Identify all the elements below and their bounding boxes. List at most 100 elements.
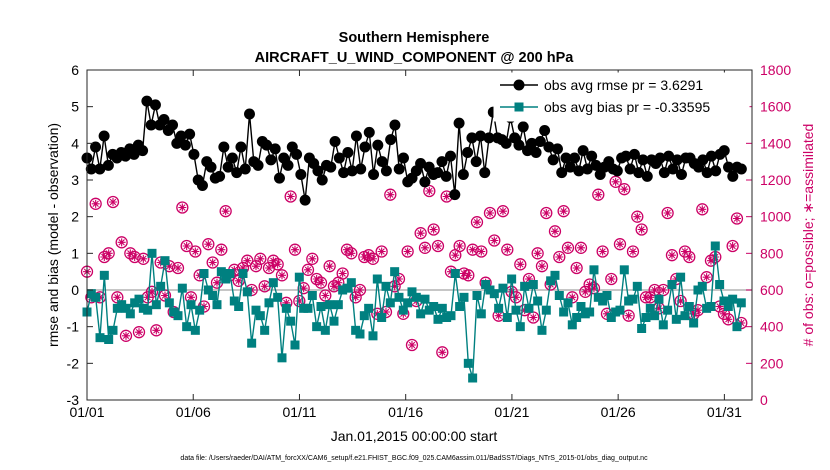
bias-point: [108, 325, 118, 335]
obs-assimilated-point: [394, 275, 403, 283]
obs-assimilated-point: [104, 249, 113, 258]
rmse-point: [641, 170, 653, 182]
bias-point: [654, 294, 664, 304]
bias-point: [225, 269, 235, 278]
obs-possible-point: [254, 252, 267, 265]
bias-point: [273, 292, 283, 302]
bias-point: [177, 283, 187, 293]
x-tick-label: 01/31: [707, 404, 742, 420]
rmse-point: [735, 163, 747, 175]
rmse-point: [333, 152, 345, 164]
y-tick-label-left: -2: [67, 355, 80, 371]
obs-assimilated-point: [420, 243, 429, 252]
obs-possible-point: [418, 241, 432, 254]
rmse-point: [299, 194, 311, 206]
rmse-point: [363, 126, 375, 138]
bias-point: [307, 291, 317, 300]
obs-assimilated-point: [260, 282, 269, 291]
rmse-point: [368, 169, 380, 180]
rmse-point: [530, 147, 542, 158]
obs-assimilated-point: [728, 242, 737, 250]
obs-possible-point: [267, 254, 280, 267]
obs-assimilated-point: [321, 291, 330, 300]
obs-possible-point: [548, 225, 562, 238]
obs-possible-point: [262, 261, 276, 275]
obs-possible-point: [323, 260, 336, 273]
rmse-point: [697, 154, 709, 166]
bias-point: [502, 313, 512, 322]
obs-assimilated-point: [633, 212, 642, 221]
obs-assimilated-point: [594, 190, 603, 199]
rmse-point: [654, 152, 666, 164]
rmse-point: [457, 169, 469, 180]
obs-assimilated-point: [347, 249, 356, 258]
rmse-point: [235, 141, 247, 153]
bias-point: [359, 311, 369, 321]
obs-possible-point: [106, 195, 120, 209]
obs-possible-point: [475, 245, 488, 258]
obs-assimilated-point: [217, 245, 226, 254]
obs-assimilated-point: [152, 326, 161, 335]
obs-assimilated-point: [516, 260, 525, 269]
bias-point: [95, 333, 105, 343]
obs-possible-point: [306, 252, 319, 265]
obs-possible-point: [301, 263, 315, 276]
rmse-point: [445, 150, 457, 162]
rmse-point: [269, 143, 281, 155]
obs-assimilated-point: [706, 256, 715, 265]
obs-possible-point: [128, 250, 141, 264]
obs-assimilated-point: [607, 275, 616, 283]
bias-point: [450, 269, 460, 278]
obs-possible-point: [414, 227, 427, 240]
bias-point: [368, 331, 378, 341]
obs-possible-point: [561, 241, 575, 254]
bias-point: [632, 281, 642, 291]
obs-possible-point: [219, 205, 232, 218]
obs-assimilated-point: [589, 284, 598, 293]
y-tick-label-left: -1: [67, 319, 80, 335]
data-file-footer: data file: /Users/raeder/DAI/ATM_forcXX/…: [180, 455, 648, 462]
obs-possible-point: [271, 258, 284, 271]
bias-point: [329, 316, 339, 326]
bias-point: [216, 267, 226, 277]
obs-possible-point: [340, 243, 354, 256]
legend-label-rmse: obs avg rmse pr = 3.6291: [544, 77, 703, 93]
rmse-point: [671, 154, 683, 166]
bias-point: [455, 302, 465, 311]
obs-possible-point: [353, 283, 367, 297]
rmse-point: [513, 139, 525, 151]
obs-possible-point: [496, 205, 510, 218]
obs-possible-point: [176, 201, 189, 214]
rmse-point: [158, 114, 170, 125]
bias-point: [156, 281, 166, 291]
obs-possible-point: [171, 261, 185, 275]
y-tick-label-left: 1: [71, 245, 79, 261]
obs-assimilated-point: [455, 242, 464, 250]
obs-assimilated-point: [251, 262, 260, 271]
bias-point: [294, 272, 304, 282]
rmse-point: [265, 154, 277, 166]
bias-point: [385, 298, 395, 308]
obs-possible-point: [501, 243, 514, 256]
obs-possible-point: [583, 278, 596, 291]
rmse-point: [432, 167, 444, 179]
bias-point: [511, 305, 521, 315]
bias-point: [390, 267, 400, 277]
bias-point: [641, 313, 651, 322]
obs-assimilated-point: [286, 192, 295, 201]
bias-point: [615, 305, 625, 315]
series-layer: [80, 95, 748, 383]
obs-assimilated-point: [329, 282, 338, 291]
obs-assimilated-point: [572, 264, 581, 272]
rmse-point: [372, 139, 384, 151]
rmse-point: [98, 130, 110, 142]
bias-point: [563, 298, 573, 308]
rmse-point: [94, 163, 106, 175]
bias-point: [260, 325, 270, 335]
bias-point: [190, 325, 200, 335]
obs-assimilated-point: [416, 229, 425, 238]
bias-point: [697, 281, 707, 291]
bias-point: [576, 302, 586, 311]
obs-assimilated-point: [204, 240, 213, 249]
rmse-point: [218, 141, 230, 153]
